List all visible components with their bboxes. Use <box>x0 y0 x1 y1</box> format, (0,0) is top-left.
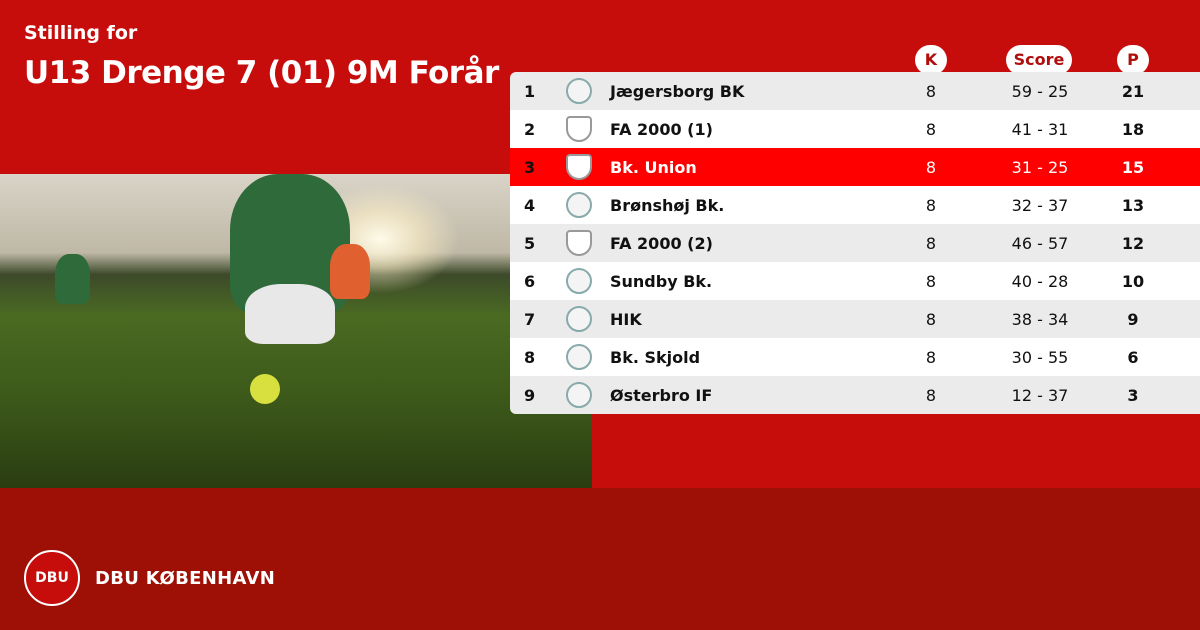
club-logo-icon <box>566 154 592 180</box>
score: 30 - 55 <box>1011 347 1069 367</box>
matches-played: 8 <box>925 347 937 367</box>
club-logo-icon <box>566 344 592 370</box>
position: 3 <box>524 157 536 177</box>
dbu-logo: DBU <box>24 550 80 606</box>
matches-played: 8 <box>925 81 937 101</box>
club-logo-icon <box>566 382 592 408</box>
matches-played: 8 <box>925 157 937 177</box>
player <box>55 254 90 304</box>
points: 12 <box>1121 233 1145 253</box>
position: 9 <box>524 385 536 405</box>
football <box>250 374 280 404</box>
points: 6 <box>1127 347 1139 367</box>
position: 6 <box>524 271 536 291</box>
points: 10 <box>1121 271 1145 291</box>
matches-played: 8 <box>925 195 937 215</box>
position: 5 <box>524 233 536 253</box>
score: 31 - 25 <box>1011 157 1069 177</box>
position: 1 <box>524 81 536 101</box>
position: 4 <box>524 195 536 215</box>
score: 32 - 37 <box>1011 195 1069 215</box>
table-row[interactable]: 6 Sundby Bk. 8 40 - 28 10 <box>510 262 1200 300</box>
page-title: U13 Drenge 7 (01) 9M Forår <box>24 55 499 91</box>
team-name: FA 2000 (1) <box>610 119 713 139</box>
table-row[interactable]: 9 Østerbro IF 8 12 - 37 3 <box>510 376 1200 414</box>
points: 9 <box>1127 309 1139 329</box>
standings-table: 1 Jægersborg BK 8 59 - 25 21 2 FA 2000 (1… <box>510 72 1200 414</box>
table-row[interactable]: 1 Jægersborg BK 8 59 - 25 21 <box>510 72 1200 110</box>
club-logo-icon <box>566 78 592 104</box>
points: 13 <box>1121 195 1145 215</box>
club-logo-icon <box>566 192 592 218</box>
player-shorts <box>245 284 335 344</box>
table-row[interactable]: 7 HIK 8 38 - 34 9 <box>510 300 1200 338</box>
points: 15 <box>1121 157 1145 177</box>
brand-name: DBU KØBENHAVN <box>95 568 276 589</box>
score: 46 - 57 <box>1011 233 1069 253</box>
club-logo-icon <box>566 116 592 142</box>
matches-played: 8 <box>925 119 937 139</box>
score: 41 - 31 <box>1011 119 1069 139</box>
team-name: Østerbro IF <box>610 385 713 405</box>
matches-played: 8 <box>925 233 937 253</box>
table-row[interactable]: 8 Bk. Skjold 8 30 - 55 6 <box>510 338 1200 376</box>
points: 18 <box>1121 119 1145 139</box>
position: 2 <box>524 119 536 139</box>
club-logo-icon <box>566 230 592 256</box>
score: 38 - 34 <box>1011 309 1069 329</box>
table-row[interactable]: 4 Brønshøj Bk. 8 32 - 37 13 <box>510 186 1200 224</box>
team-name: Bk. Skjold <box>610 347 701 367</box>
points: 21 <box>1121 81 1145 101</box>
column-score: Score <box>1006 45 1072 75</box>
team-name: FA 2000 (2) <box>610 233 713 253</box>
table-row[interactable]: 2 FA 2000 (1) 8 41 - 31 18 <box>510 110 1200 148</box>
team-name: Jægersborg BK <box>610 81 745 101</box>
score: 12 - 37 <box>1011 385 1069 405</box>
team-name: Bk. Union <box>610 157 697 177</box>
football-photo <box>0 174 592 488</box>
team-name: Brønshøj Bk. <box>610 195 725 215</box>
position: 8 <box>524 347 536 367</box>
matches-played: 8 <box>925 309 937 329</box>
club-logo-icon <box>566 306 592 332</box>
matches-played: 8 <box>925 385 937 405</box>
column-k: K <box>915 45 947 75</box>
column-p: P <box>1117 45 1149 75</box>
table-row[interactable]: 5 FA 2000 (2) 8 46 - 57 12 <box>510 224 1200 262</box>
page-subtitle: Stilling for <box>24 22 138 44</box>
club-logo-icon <box>566 268 592 294</box>
points: 3 <box>1127 385 1139 405</box>
player <box>330 244 370 299</box>
team-name: Sundby Bk. <box>610 271 713 291</box>
score: 40 - 28 <box>1011 271 1069 291</box>
footer-background <box>0 488 1200 630</box>
matches-played: 8 <box>925 271 937 291</box>
table-row[interactable]: 3 Bk. Union 8 31 - 25 15 <box>510 148 1200 186</box>
score: 59 - 25 <box>1011 81 1069 101</box>
position: 7 <box>524 309 536 329</box>
team-name: HIK <box>610 309 642 329</box>
